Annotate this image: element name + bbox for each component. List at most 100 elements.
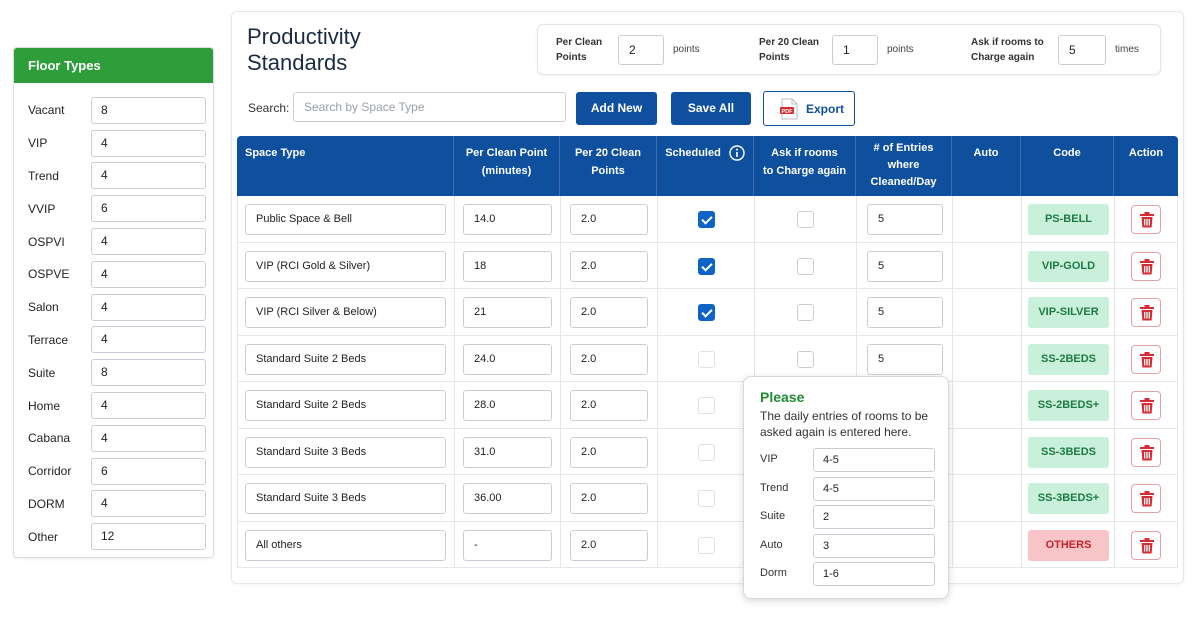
ask-charge-checkbox[interactable] xyxy=(797,211,814,228)
export-button[interactable]: PDF Export xyxy=(763,91,855,126)
delete-button[interactable] xyxy=(1131,298,1161,327)
floor-types-panel: Floor Types Vacant 8 VIP 4 Trend 4 VVIP 6 OSPVI 4… xyxy=(13,47,214,558)
per-clean-point-input[interactable]: - xyxy=(463,529,552,561)
per-20-clean-points-input[interactable]: 2.0 xyxy=(570,343,648,375)
per-clean-point-input[interactable]: 18 xyxy=(463,250,552,282)
floor-type-input[interactable]: 4 xyxy=(91,129,206,157)
column-divider xyxy=(952,428,953,474)
column-divider xyxy=(856,335,857,381)
delete-button[interactable] xyxy=(1131,484,1161,513)
floor-type-input[interactable]: 6 xyxy=(91,195,206,223)
per-20-clean-points-input[interactable]: 2.0 xyxy=(570,250,648,282)
per-clean-point-input[interactable]: 21 xyxy=(463,297,552,328)
scheduled-checkbox[interactable] xyxy=(698,211,715,228)
per-clean-point-input[interactable]: 36.00 xyxy=(463,483,552,514)
entries-cleaned-input[interactable]: 5 xyxy=(867,343,943,375)
entries-cleaned-input[interactable]: 5 xyxy=(867,297,943,328)
space-type-input[interactable]: VIP (RCI Gold & Silver) xyxy=(245,250,446,282)
floor-type-row: Other 12 xyxy=(14,520,213,553)
scheduled-checkbox[interactable] xyxy=(698,490,715,507)
space-type-input[interactable]: Standard Suite 2 Beds xyxy=(245,390,446,421)
space-type-input[interactable]: Standard Suite 3 Beds xyxy=(245,483,446,514)
popover-entry-input[interactable]: 2 xyxy=(813,505,935,530)
floor-type-input[interactable]: 4 xyxy=(91,326,206,354)
table-row: All others -2.0 OTHERS xyxy=(237,521,1178,568)
floor-type-row: Trend 4 xyxy=(14,160,213,193)
column-divider xyxy=(754,289,755,335)
per-clean-point-input[interactable]: 28.0 xyxy=(463,390,552,421)
ask-charge-checkbox[interactable] xyxy=(797,350,814,368)
floor-type-input[interactable]: 4 xyxy=(91,293,206,321)
floor-type-input[interactable]: 6 xyxy=(91,457,206,485)
scheduled-checkbox[interactable] xyxy=(698,397,715,414)
floor-type-input[interactable]: 4 xyxy=(91,162,206,190)
column-divider xyxy=(1114,196,1115,242)
save-all-button[interactable]: Save All xyxy=(671,92,751,125)
delete-button[interactable] xyxy=(1131,205,1161,234)
per-clean-point-input[interactable]: 14.0 xyxy=(463,204,552,235)
per-clean-points-input[interactable]: 2 xyxy=(618,35,664,65)
delete-button[interactable] xyxy=(1131,391,1161,420)
entries-cleaned-input[interactable]: 5 xyxy=(867,204,943,235)
table-row: Standard Suite 2 Beds 24.0 2.0 5 SS-2BEDS xyxy=(237,335,1178,382)
popover-entry-input[interactable]: 4-5 xyxy=(813,476,935,501)
per-20-clean-points-input[interactable]: 2.0 xyxy=(570,390,648,421)
space-type-input[interactable]: Public Space & Bell xyxy=(245,204,446,235)
code-badge: OTHERS xyxy=(1028,529,1109,561)
col-code: Code xyxy=(1021,136,1114,196)
space-type-input[interactable]: VIP (RCI Silver & Below) xyxy=(245,297,446,328)
entries-help-popover: Please The daily entries of rooms to be … xyxy=(743,376,949,599)
popover-entry-input[interactable]: 4-5 xyxy=(813,448,935,472)
floor-type-input[interactable]: 4 xyxy=(91,228,206,256)
scheduled-checkbox[interactable] xyxy=(698,304,715,321)
floor-type-label: OSPVI xyxy=(28,234,65,249)
code-badge: PS-BELL xyxy=(1028,204,1109,235)
floor-type-input[interactable]: 8 xyxy=(91,359,206,387)
per-20-clean-points-input[interactable]: 2.0 xyxy=(570,436,648,468)
add-new-button[interactable]: Add New xyxy=(576,92,657,125)
ask-charge-checkbox[interactable] xyxy=(797,304,814,321)
floor-type-input[interactable]: 4 xyxy=(91,260,206,288)
scheduled-checkbox[interactable] xyxy=(698,536,715,554)
column-divider xyxy=(1114,475,1115,521)
popover-entry-input[interactable]: 1-6 xyxy=(813,562,935,587)
column-divider xyxy=(1114,289,1115,335)
scheduled-checkbox[interactable] xyxy=(698,257,715,275)
table-row: Standard Suite 2 Beds 28.0 2.0 SS-2BEDS+ xyxy=(237,382,1178,429)
per-20-clean-points-unit: points xyxy=(887,44,914,55)
popover-entry-input[interactable]: 3 xyxy=(813,533,935,558)
column-divider xyxy=(454,289,455,335)
scheduled-checkbox[interactable] xyxy=(698,443,715,461)
delete-button[interactable] xyxy=(1131,344,1161,374)
entries-cleaned-input[interactable]: 5 xyxy=(867,250,943,282)
per-clean-point-input[interactable]: 24.0 xyxy=(463,343,552,375)
column-divider xyxy=(952,289,953,335)
per-20-clean-points-input[interactable]: 2.0 xyxy=(570,297,648,328)
per-20-clean-points-input[interactable]: 1 xyxy=(832,35,878,65)
info-icon[interactable] xyxy=(729,145,745,161)
floor-type-input[interactable]: 12 xyxy=(91,523,206,551)
delete-button[interactable] xyxy=(1131,251,1161,281)
ask-rooms-charge-input[interactable]: 5 xyxy=(1058,35,1106,65)
floor-type-label: Suite xyxy=(28,365,56,380)
per-20-clean-points-input[interactable]: 2.0 xyxy=(570,529,648,561)
delete-button[interactable] xyxy=(1131,437,1161,467)
scheduled-checkbox[interactable] xyxy=(698,350,715,368)
per-clean-point-input[interactable]: 31.0 xyxy=(463,436,552,468)
space-type-input[interactable]: Standard Suite 3 Beds xyxy=(245,436,446,468)
column-divider xyxy=(1021,521,1022,567)
per-20-clean-points-input[interactable]: 2.0 xyxy=(570,204,648,235)
floor-type-label: VVIP xyxy=(28,201,56,216)
floor-type-row: Suite 8 xyxy=(14,356,213,389)
space-type-input[interactable]: All others xyxy=(245,529,446,561)
search-input[interactable]: Search by Space Type xyxy=(293,92,566,122)
space-type-input[interactable]: Standard Suite 2 Beds xyxy=(245,343,446,375)
floor-type-input[interactable]: 8 xyxy=(91,96,206,124)
per-20-clean-points-input[interactable]: 2.0 xyxy=(570,483,648,514)
floor-type-input[interactable]: 4 xyxy=(91,490,206,518)
ask-charge-checkbox[interactable] xyxy=(797,257,814,275)
floor-type-input[interactable]: 4 xyxy=(91,392,206,420)
delete-button[interactable] xyxy=(1131,530,1161,560)
floor-type-input[interactable]: 4 xyxy=(91,424,206,452)
column-divider xyxy=(1114,242,1115,288)
